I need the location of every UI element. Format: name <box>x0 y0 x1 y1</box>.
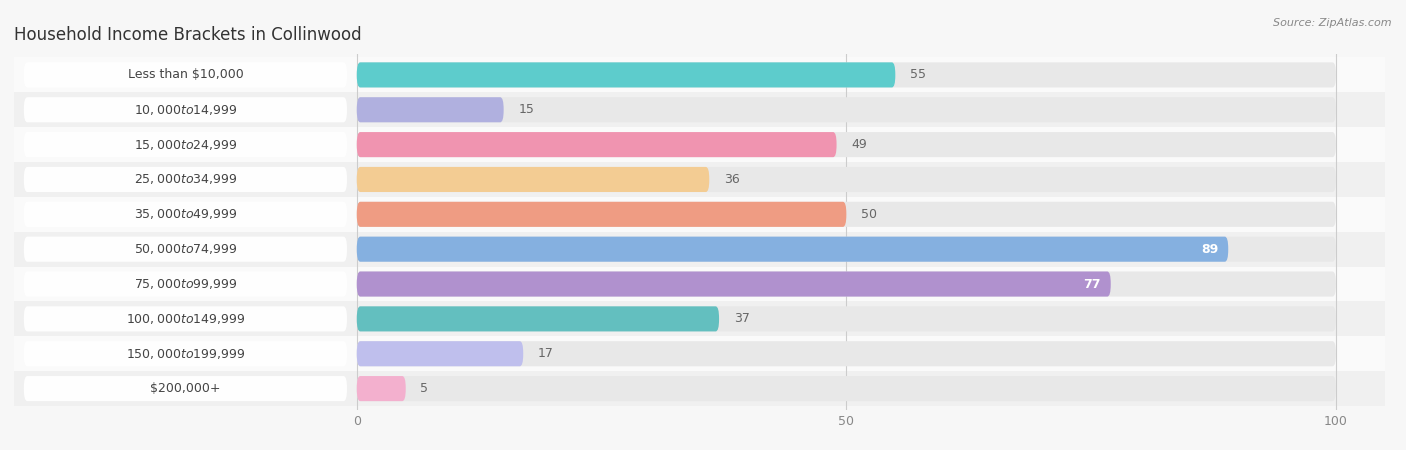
Bar <box>14 127 1385 162</box>
Text: $150,000 to $199,999: $150,000 to $199,999 <box>125 347 245 361</box>
Bar <box>14 266 1385 302</box>
Text: 55: 55 <box>910 68 927 81</box>
FancyBboxPatch shape <box>357 376 406 401</box>
FancyBboxPatch shape <box>357 341 1336 366</box>
Text: 49: 49 <box>851 138 868 151</box>
FancyBboxPatch shape <box>24 271 347 297</box>
FancyBboxPatch shape <box>357 306 1336 332</box>
Text: $25,000 to $34,999: $25,000 to $34,999 <box>134 172 238 186</box>
Text: 77: 77 <box>1084 278 1101 291</box>
Text: 89: 89 <box>1201 243 1219 256</box>
FancyBboxPatch shape <box>357 271 1111 297</box>
Text: $35,000 to $49,999: $35,000 to $49,999 <box>134 207 238 221</box>
Text: 36: 36 <box>724 173 740 186</box>
Text: Source: ZipAtlas.com: Source: ZipAtlas.com <box>1274 18 1392 28</box>
FancyBboxPatch shape <box>24 376 347 401</box>
Text: 17: 17 <box>538 347 554 360</box>
Text: $50,000 to $74,999: $50,000 to $74,999 <box>134 242 238 256</box>
Bar <box>14 371 1385 406</box>
FancyBboxPatch shape <box>24 341 347 366</box>
FancyBboxPatch shape <box>357 306 718 332</box>
FancyBboxPatch shape <box>357 97 503 122</box>
Text: $200,000+: $200,000+ <box>150 382 221 395</box>
FancyBboxPatch shape <box>357 237 1336 262</box>
Text: 5: 5 <box>420 382 429 395</box>
Text: $100,000 to $149,999: $100,000 to $149,999 <box>125 312 245 326</box>
FancyBboxPatch shape <box>357 237 1229 262</box>
Text: $75,000 to $99,999: $75,000 to $99,999 <box>134 277 238 291</box>
FancyBboxPatch shape <box>357 341 523 366</box>
FancyBboxPatch shape <box>357 202 846 227</box>
FancyBboxPatch shape <box>357 132 837 157</box>
Text: $10,000 to $14,999: $10,000 to $14,999 <box>134 103 238 117</box>
FancyBboxPatch shape <box>357 167 1336 192</box>
FancyBboxPatch shape <box>357 63 896 87</box>
FancyBboxPatch shape <box>357 132 1336 157</box>
FancyBboxPatch shape <box>24 237 347 262</box>
FancyBboxPatch shape <box>24 132 347 157</box>
FancyBboxPatch shape <box>24 63 347 87</box>
Text: 50: 50 <box>860 208 877 221</box>
Text: 37: 37 <box>734 312 749 325</box>
FancyBboxPatch shape <box>357 167 709 192</box>
Text: $15,000 to $24,999: $15,000 to $24,999 <box>134 138 238 152</box>
Bar <box>14 162 1385 197</box>
Bar <box>14 58 1385 92</box>
Bar <box>14 92 1385 127</box>
FancyBboxPatch shape <box>357 97 1336 122</box>
Text: Less than $10,000: Less than $10,000 <box>128 68 243 81</box>
Bar <box>14 232 1385 266</box>
FancyBboxPatch shape <box>357 271 1336 297</box>
Bar <box>14 336 1385 371</box>
FancyBboxPatch shape <box>24 306 347 332</box>
FancyBboxPatch shape <box>24 202 347 227</box>
FancyBboxPatch shape <box>24 167 347 192</box>
Bar <box>14 197 1385 232</box>
Text: Household Income Brackets in Collinwood: Household Income Brackets in Collinwood <box>14 26 361 44</box>
FancyBboxPatch shape <box>357 63 1336 87</box>
Text: 15: 15 <box>519 103 534 116</box>
FancyBboxPatch shape <box>357 376 1336 401</box>
FancyBboxPatch shape <box>24 97 347 122</box>
FancyBboxPatch shape <box>357 202 1336 227</box>
Bar <box>14 302 1385 336</box>
